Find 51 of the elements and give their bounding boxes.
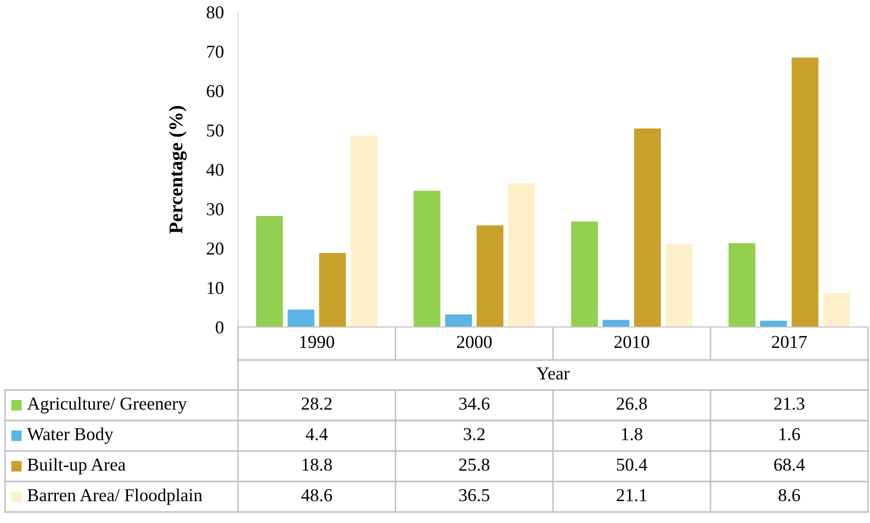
x-tick-label: 2010: [614, 336, 650, 348]
y-tick-label: 60: [206, 85, 224, 98]
data-label: 48.6: [301, 489, 332, 502]
bar: [792, 58, 818, 327]
y-tick-label: 50: [207, 124, 224, 137]
bar: [476, 225, 504, 327]
bar: [414, 190, 440, 327]
bar: [319, 252, 346, 327]
data-label: 21.1: [616, 489, 646, 502]
data-label: 50.4: [617, 458, 648, 471]
y-tick-label: 40: [206, 164, 224, 176]
data-label: 8.6: [778, 489, 800, 502]
data-label: 36.5: [459, 489, 490, 502]
bar: [760, 320, 787, 327]
data-label: 68.4: [774, 458, 805, 471]
legend-label: Built-up Area: [28, 458, 126, 474]
bar: [728, 243, 756, 327]
legend-label: Agriculture/ Greenery: [27, 397, 187, 414]
y-tick-label: 10: [208, 282, 224, 294]
bar: [508, 183, 535, 327]
bar: [256, 216, 283, 327]
bar: [634, 128, 661, 327]
data-label: 25.8: [459, 458, 490, 471]
bar: [350, 136, 378, 327]
data-label: 1.6: [780, 428, 800, 440]
data-label: 4.4: [306, 428, 328, 440]
x-axis-title: Year: [536, 368, 570, 380]
bar: [288, 310, 314, 327]
data-label: 34.6: [459, 398, 490, 410]
y-tick-label: 0: [216, 321, 224, 334]
y-tick-label: 70: [207, 46, 224, 58]
y-axis-title: Percentage (%): [168, 106, 187, 234]
data-label: 18.8: [302, 458, 332, 471]
data-label: 26.8: [616, 398, 647, 410]
x-tick-label: 1990: [300, 336, 334, 348]
data-label: 28.2: [302, 398, 332, 410]
data-label: 1.8: [622, 428, 642, 440]
legend-label: Water Body: [27, 428, 114, 444]
bar: [823, 293, 850, 327]
x-tick-label: 2000: [456, 336, 492, 348]
bar: [571, 221, 598, 327]
y-tick-label: 20: [206, 242, 224, 255]
y-tick-label: 30: [206, 203, 224, 216]
bar: [666, 244, 692, 327]
data-label: 21.3: [774, 398, 804, 410]
legend-label: Barren Area/ Floodplain: [28, 488, 202, 505]
y-tick-label: 80: [206, 6, 224, 18]
bar: [602, 320, 630, 327]
x-tick-label: 2017: [772, 336, 807, 348]
data-label: 3.2: [464, 428, 485, 440]
bar: [445, 314, 472, 327]
